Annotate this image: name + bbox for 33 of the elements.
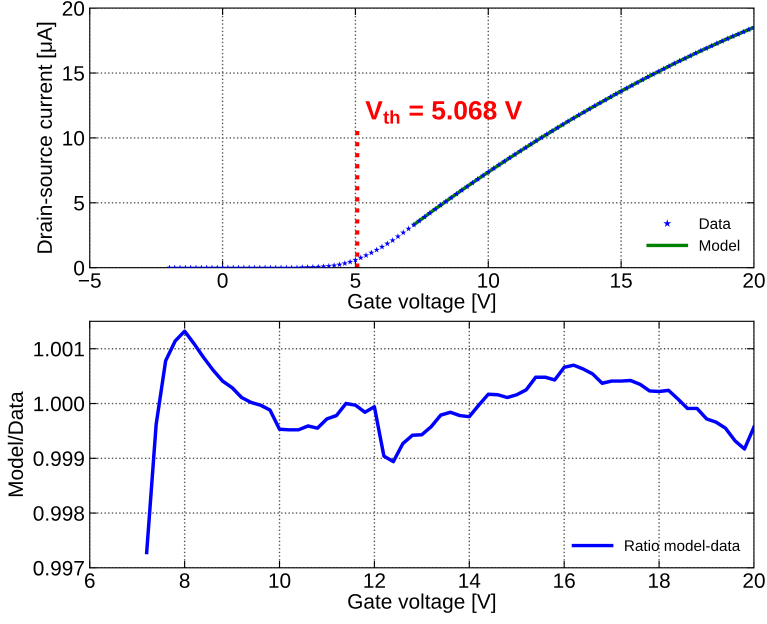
y-tick-label: 0.997 [34, 560, 84, 576]
y-tick-label: 20 [62, 1, 84, 16]
y-axis-title: Model/Data [8, 391, 24, 496]
x-tick-label: 0 [218, 273, 228, 288]
line-series [144, 329, 754, 554]
y-tick-label: 15 [63, 66, 84, 81]
y-tick-label: 1.001 [34, 342, 84, 356]
x-tick-label: 20 [743, 273, 765, 288]
x-tick-label: −5 [78, 273, 101, 288]
x-tick-label: 18 [649, 573, 670, 588]
x-tick-label: 10 [478, 273, 500, 288]
x-tick-label: 20 [743, 573, 765, 588]
x-tick-label: 10 [270, 573, 290, 588]
x-tick-label: 12 [364, 573, 385, 588]
y-tick-label: 0.999 [34, 451, 84, 466]
x-axis-title: Gate voltage [V] [348, 594, 496, 613]
x-tick-label: 16 [554, 573, 575, 588]
y-tick-label: 5 [74, 196, 84, 211]
legend-label: Ratio model-data [625, 540, 740, 552]
legend-label: Data [700, 218, 731, 230]
annotation: V$_{th}$ = 5.068 V [365, 100, 522, 124]
y-tick-label: 0.998 [34, 506, 84, 521]
y-tick-label: 0 [74, 260, 84, 276]
x-tick-label: 15 [611, 273, 632, 288]
y-axis-title: Drain-source current [μA] [36, 22, 56, 253]
y-tick-label: 1.000 [34, 396, 84, 412]
y-tick-label: 10 [63, 130, 84, 146]
legend-label: Model [700, 240, 740, 251]
x-tick-label: 5 [350, 273, 360, 288]
x-tick-label: 14 [459, 573, 480, 588]
x-tick-label: 8 [180, 573, 190, 588]
x-tick-label: 6 [85, 573, 95, 588]
x-axis-title: Gate voltage [V] [348, 293, 496, 313]
